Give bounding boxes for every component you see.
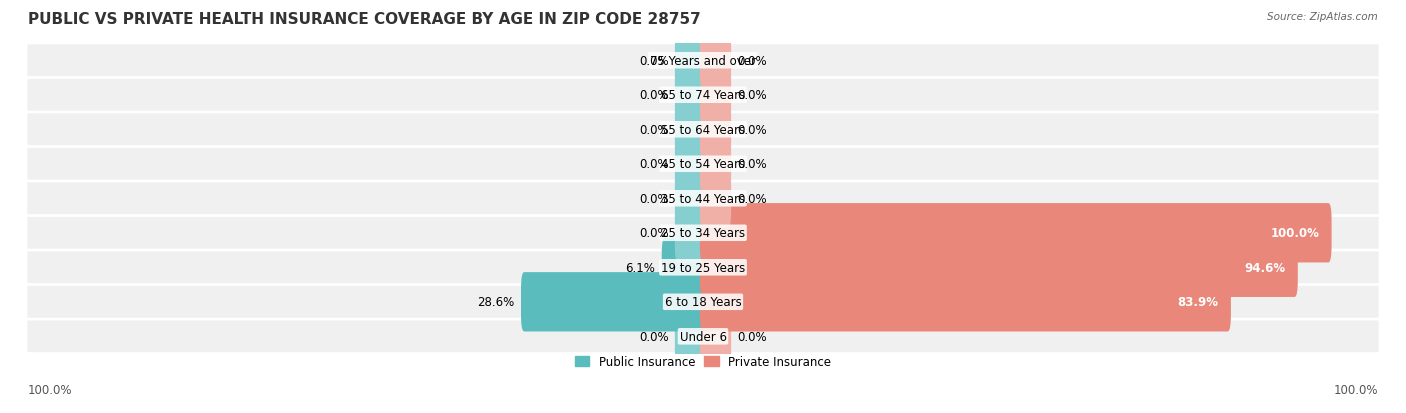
FancyBboxPatch shape	[27, 183, 1379, 215]
Text: 0.0%: 0.0%	[737, 192, 768, 205]
Text: 0.0%: 0.0%	[638, 158, 669, 171]
Text: 94.6%: 94.6%	[1244, 261, 1285, 274]
FancyBboxPatch shape	[27, 114, 1379, 146]
FancyBboxPatch shape	[700, 307, 731, 366]
FancyBboxPatch shape	[700, 100, 731, 159]
FancyBboxPatch shape	[27, 80, 1379, 112]
FancyBboxPatch shape	[27, 45, 1379, 77]
FancyBboxPatch shape	[675, 66, 706, 125]
FancyBboxPatch shape	[675, 169, 706, 228]
Text: 100.0%: 100.0%	[1270, 227, 1319, 240]
Text: 0.0%: 0.0%	[737, 55, 768, 68]
Text: 65 to 74 Years: 65 to 74 Years	[661, 89, 745, 102]
Text: 0.0%: 0.0%	[737, 123, 768, 136]
Text: 0.0%: 0.0%	[638, 227, 669, 240]
FancyBboxPatch shape	[522, 273, 706, 332]
FancyBboxPatch shape	[675, 100, 706, 159]
FancyBboxPatch shape	[675, 307, 706, 366]
Text: 19 to 25 Years: 19 to 25 Years	[661, 261, 745, 274]
FancyBboxPatch shape	[675, 204, 706, 263]
Text: 75 Years and over: 75 Years and over	[650, 55, 756, 68]
Text: 0.0%: 0.0%	[737, 89, 768, 102]
FancyBboxPatch shape	[700, 238, 1298, 297]
FancyBboxPatch shape	[675, 31, 706, 91]
Text: 0.0%: 0.0%	[638, 55, 669, 68]
FancyBboxPatch shape	[675, 135, 706, 194]
Text: 6 to 18 Years: 6 to 18 Years	[665, 296, 741, 309]
Text: 100.0%: 100.0%	[1333, 384, 1378, 396]
Text: 45 to 54 Years: 45 to 54 Years	[661, 158, 745, 171]
Text: 0.0%: 0.0%	[638, 123, 669, 136]
FancyBboxPatch shape	[27, 320, 1379, 352]
Text: PUBLIC VS PRIVATE HEALTH INSURANCE COVERAGE BY AGE IN ZIP CODE 28757: PUBLIC VS PRIVATE HEALTH INSURANCE COVER…	[28, 12, 700, 27]
FancyBboxPatch shape	[700, 204, 1331, 263]
Text: 35 to 44 Years: 35 to 44 Years	[661, 192, 745, 205]
FancyBboxPatch shape	[662, 238, 706, 297]
Text: 28.6%: 28.6%	[478, 296, 515, 309]
FancyBboxPatch shape	[27, 286, 1379, 318]
FancyBboxPatch shape	[27, 252, 1379, 283]
Text: 25 to 34 Years: 25 to 34 Years	[661, 227, 745, 240]
Text: Under 6: Under 6	[679, 330, 727, 343]
FancyBboxPatch shape	[27, 217, 1379, 249]
FancyBboxPatch shape	[27, 149, 1379, 180]
Text: 83.9%: 83.9%	[1177, 296, 1219, 309]
Text: 0.0%: 0.0%	[638, 330, 669, 343]
Text: 0.0%: 0.0%	[638, 89, 669, 102]
Text: 55 to 64 Years: 55 to 64 Years	[661, 123, 745, 136]
FancyBboxPatch shape	[700, 135, 731, 194]
Text: 0.0%: 0.0%	[638, 192, 669, 205]
FancyBboxPatch shape	[700, 273, 1230, 332]
Text: Source: ZipAtlas.com: Source: ZipAtlas.com	[1267, 12, 1378, 22]
FancyBboxPatch shape	[700, 169, 731, 228]
Text: 0.0%: 0.0%	[737, 158, 768, 171]
FancyBboxPatch shape	[700, 66, 731, 125]
Text: 0.0%: 0.0%	[737, 330, 768, 343]
Text: 100.0%: 100.0%	[28, 384, 73, 396]
Legend: Public Insurance, Private Insurance: Public Insurance, Private Insurance	[571, 350, 835, 373]
Text: 6.1%: 6.1%	[626, 261, 655, 274]
FancyBboxPatch shape	[700, 31, 731, 91]
